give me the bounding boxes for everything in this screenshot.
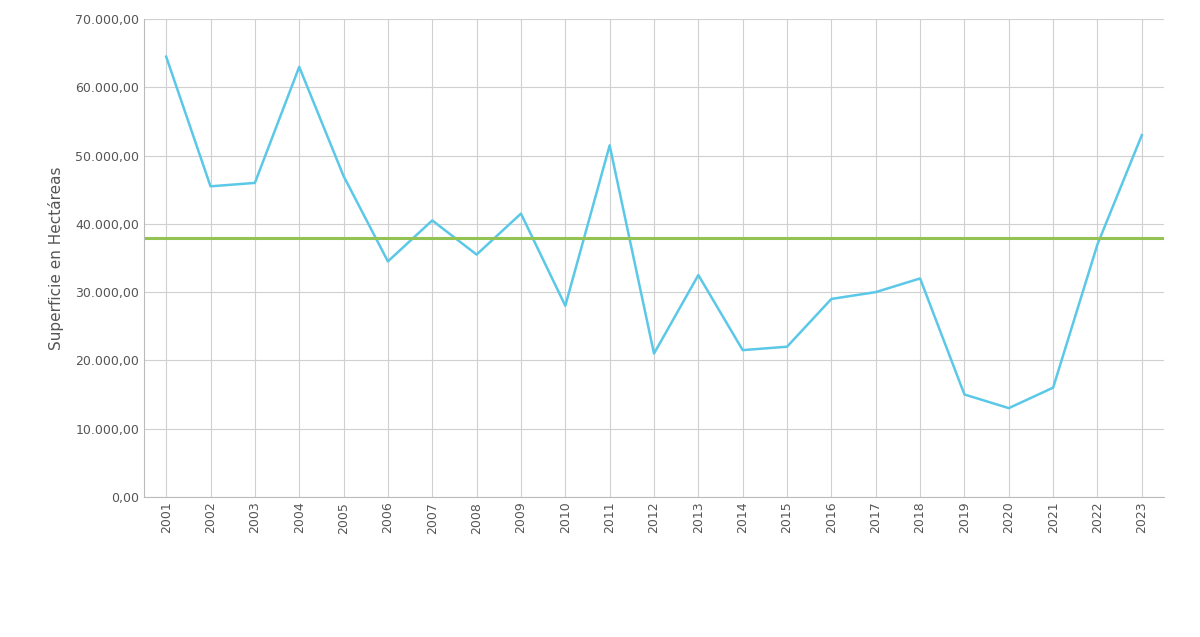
SUPERFICIE (Ha) xyxy=(1091,241,1105,248)
SUPERFICIE (Ha) xyxy=(602,141,617,149)
SUPERFICIE (Ha) xyxy=(247,179,262,187)
SUPERFICIE (Ha) xyxy=(647,350,661,357)
SUPERFICIE (Ha) xyxy=(736,347,750,354)
SUPERFICIE (Ha) xyxy=(380,257,395,265)
SUPERFICIE (Ha) xyxy=(425,217,439,224)
SUPERFICIE (Ha) xyxy=(469,251,484,259)
SUPERFICIE (Ha) xyxy=(780,343,794,350)
SUPERFICIE (Ha) xyxy=(958,390,972,398)
SUPERFICIE (Ha) xyxy=(869,289,883,296)
SUPERFICIE (Ha) xyxy=(514,210,528,217)
SUPERFICIE (Ha) xyxy=(558,302,572,310)
SUPERFICIE (Ha) xyxy=(1002,404,1016,412)
Line: SUPERFICIE (Ha): SUPERFICIE (Ha) xyxy=(166,57,1142,408)
SUPERFICIE (Ha) xyxy=(158,53,173,61)
SUPERFICIE (Ha) xyxy=(691,271,706,279)
SUPERFICIE (Ha) xyxy=(336,172,350,180)
SUPERFICIE (Ha) xyxy=(1046,384,1061,392)
Y-axis label: Superficie en Hectáreas: Superficie en Hectáreas xyxy=(48,166,64,350)
SUPERFICIE (Ha) xyxy=(203,182,217,190)
SUPERFICIE (Ha) xyxy=(292,63,306,71)
SUPERFICIE (Ha) xyxy=(1135,131,1150,139)
SUPERFICIE (Ha) xyxy=(913,275,928,282)
SUPERFICIE (Ha) xyxy=(824,295,839,303)
